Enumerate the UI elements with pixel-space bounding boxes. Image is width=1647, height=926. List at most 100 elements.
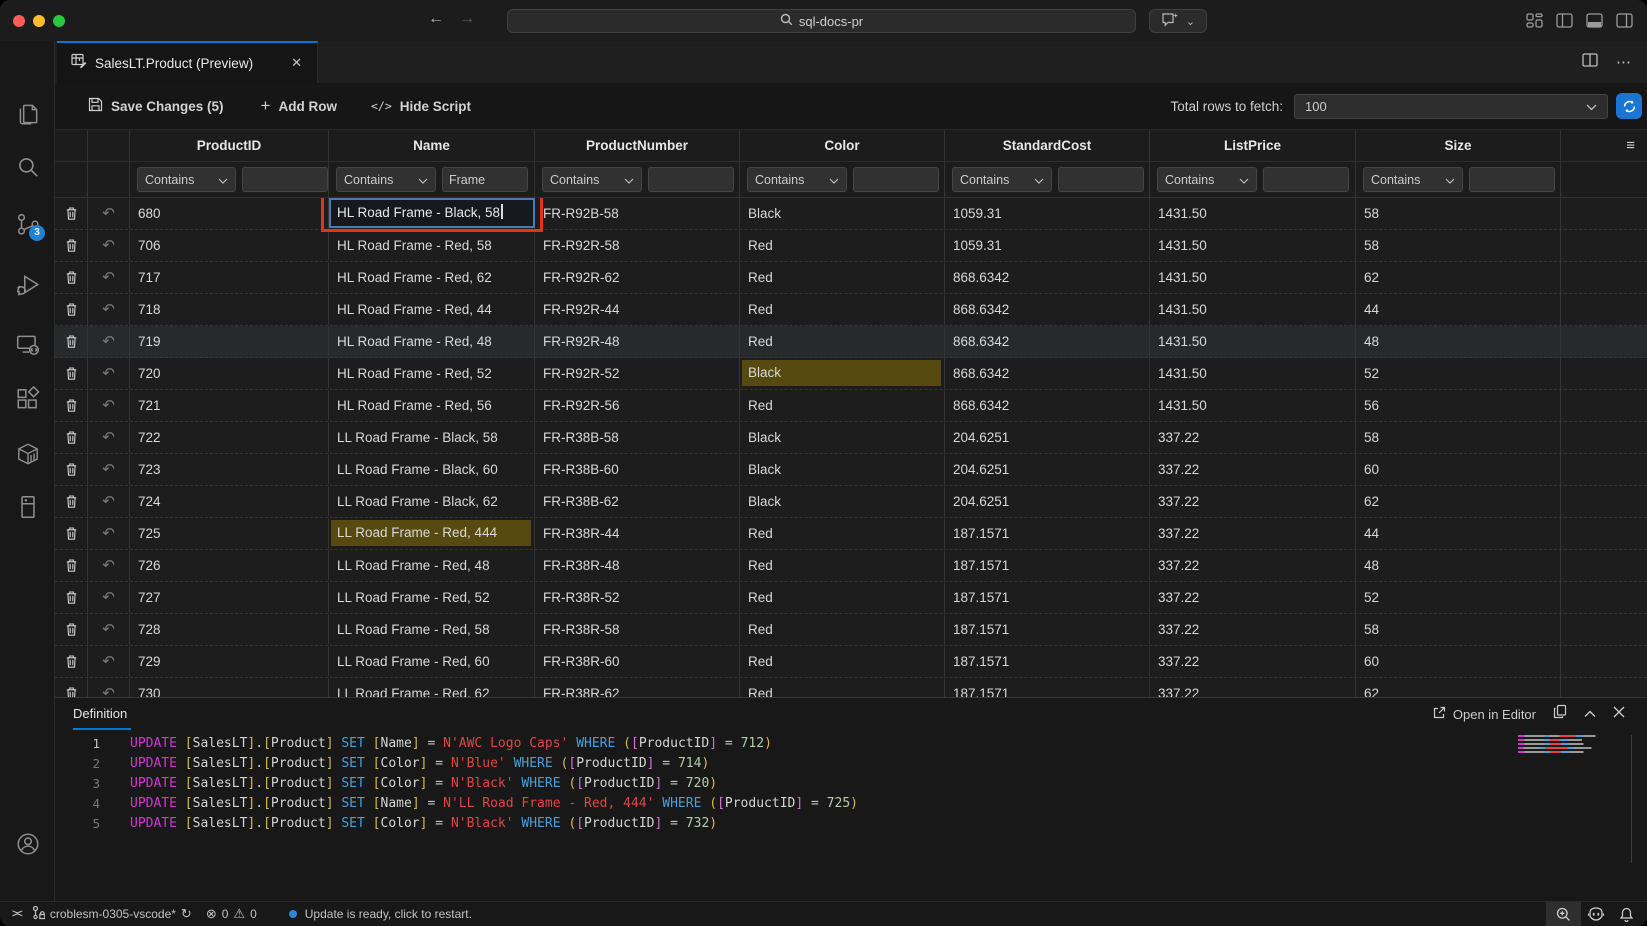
open-in-editor-button[interactable]: Open in Editor <box>1432 706 1536 723</box>
cell-productid[interactable]: 729 <box>130 646 329 677</box>
cell-color[interactable]: Black <box>740 422 945 453</box>
cell-listprice[interactable]: 337.22 <box>1150 646 1356 677</box>
cell-size[interactable]: 56 <box>1356 390 1561 421</box>
filter-operator-dropdown[interactable]: Contains <box>137 167 236 192</box>
cell-standardcost[interactable]: 868.6342 <box>945 358 1150 389</box>
cell-productid[interactable]: 726 <box>130 550 329 581</box>
cell-standardcost[interactable]: 187.1571 <box>945 646 1150 677</box>
cell-productnumber[interactable]: FR-R92R-58 <box>535 230 740 261</box>
undo-row-icon[interactable]: ↶ <box>88 646 130 677</box>
cell-name[interactable]: LL Road Frame - Black, 58 <box>329 422 535 453</box>
filter-operator-dropdown[interactable]: Contains <box>336 167 436 192</box>
undo-row-icon[interactable]: ↶ <box>88 230 130 261</box>
cell-standardcost[interactable]: 187.1571 <box>945 550 1150 581</box>
column-header-color[interactable]: Color <box>740 130 945 161</box>
cell-color[interactable]: Red <box>740 390 945 421</box>
column-header-listprice[interactable]: ListPrice <box>1150 130 1356 161</box>
cell-color[interactable]: Red <box>740 518 945 549</box>
maximize-traffic-light[interactable] <box>53 15 65 27</box>
cell-productnumber[interactable]: FR-R38R-44 <box>535 518 740 549</box>
minimap[interactable] <box>1518 735 1598 755</box>
undo-row-icon[interactable]: ↶ <box>88 678 130 697</box>
filter-input-name[interactable] <box>442 167 528 192</box>
cell-color[interactable]: Red <box>740 262 945 293</box>
column-header-standardcost[interactable]: StandardCost <box>945 130 1150 161</box>
cell-color[interactable]: Red <box>740 678 945 697</box>
cell-productid[interactable]: 728 <box>130 614 329 645</box>
cell-productid[interactable]: 722 <box>130 422 329 453</box>
filter-input-size[interactable] <box>1469 167 1555 192</box>
cell-standardcost[interactable]: 868.6342 <box>945 262 1150 293</box>
cell-standardcost[interactable]: 204.6251 <box>945 486 1150 517</box>
sidebar-item-database-projects[interactable] <box>15 494 41 520</box>
save-changes-button[interactable]: Save Changes (5) <box>88 97 224 115</box>
cell-edit-input[interactable]: HL Road Frame - Black, 58 <box>329 198 535 228</box>
split-editor-icon[interactable] <box>1582 52 1598 72</box>
cell-name[interactable]: LL Road Frame - Red, 58 <box>329 614 535 645</box>
cell-productnumber[interactable]: FR-R38R-52 <box>535 582 740 613</box>
cell-color[interactable]: Black <box>740 486 945 517</box>
cell-size[interactable]: 62 <box>1356 262 1561 293</box>
more-actions-icon[interactable]: ⋯ <box>1616 54 1631 71</box>
copilot-status-icon[interactable] <box>1581 907 1611 921</box>
cell-listprice[interactable]: 1431.50 <box>1150 326 1356 357</box>
cell-size[interactable]: 48 <box>1356 326 1561 357</box>
cell-listprice[interactable]: 337.22 <box>1150 582 1356 613</box>
undo-row-icon[interactable]: ↶ <box>88 486 130 517</box>
cell-color[interactable]: Black <box>740 198 945 229</box>
column-header-productid[interactable]: ProductID <box>130 130 329 161</box>
column-menu-icon[interactable]: ≡ <box>1626 137 1635 154</box>
zoom-status-item[interactable] <box>1546 902 1581 926</box>
cell-size[interactable]: 60 <box>1356 454 1561 485</box>
cell-productid[interactable]: 717 <box>130 262 329 293</box>
panel-tab-definition[interactable]: Definition <box>73 706 128 721</box>
cell-productnumber[interactable]: FR-R38B-62 <box>535 486 740 517</box>
filter-input-color[interactable] <box>853 167 939 192</box>
add-row-button[interactable]: + Add Row <box>261 96 337 116</box>
column-header-name[interactable]: Name <box>329 130 535 161</box>
cell-name[interactable]: HL Road Frame - Red, 44 <box>329 294 535 325</box>
cell-size[interactable]: 62 <box>1356 486 1561 517</box>
cell-productid[interactable]: 730 <box>130 678 329 697</box>
cell-productid[interactable]: 719 <box>130 326 329 357</box>
sidebar-item-remote-explorer[interactable] <box>15 332 41 358</box>
cell-name[interactable]: LL Road Frame - Red, 444 <box>329 518 535 549</box>
cell-listprice[interactable]: 337.22 <box>1150 550 1356 581</box>
cell-listprice[interactable]: 1431.50 <box>1150 294 1356 325</box>
delete-row-icon[interactable] <box>55 646 88 677</box>
delete-row-icon[interactable] <box>55 518 88 549</box>
chevron-up-icon[interactable] <box>1584 705 1596 723</box>
cell-standardcost[interactable]: 187.1571 <box>945 518 1150 549</box>
cell-name[interactable]: LL Road Frame - Red, 52 <box>329 582 535 613</box>
cell-color[interactable]: Red <box>740 646 945 677</box>
cell-productnumber[interactable]: FR-R38R-48 <box>535 550 740 581</box>
column-header-size[interactable]: Size <box>1356 130 1561 161</box>
copy-icon[interactable] <box>1553 704 1567 724</box>
filter-operator-dropdown[interactable]: Contains <box>747 167 847 192</box>
filter-operator-dropdown[interactable]: Contains <box>542 167 642 192</box>
repo-status-item[interactable]: croblesm-0305-vscode* ↻ <box>31 905 192 923</box>
cell-name[interactable]: HL Road Frame - Red, 52 <box>329 358 535 389</box>
cell-standardcost[interactable]: 868.6342 <box>945 294 1150 325</box>
delete-row-icon[interactable] <box>55 614 88 645</box>
delete-row-icon[interactable] <box>55 198 88 229</box>
cell-productnumber[interactable]: FR-R92R-52 <box>535 358 740 389</box>
cell-productnumber[interactable]: FR-R38R-58 <box>535 614 740 645</box>
cell-size[interactable]: 48 <box>1356 550 1561 581</box>
cell-listprice[interactable]: 337.22 <box>1150 486 1356 517</box>
account-icon[interactable] <box>15 831 41 857</box>
cell-name[interactable]: LL Road Frame - Red, 60 <box>329 646 535 677</box>
copilot-chat-button[interactable]: ⌄ <box>1149 9 1207 33</box>
refresh-button[interactable] <box>1616 93 1642 119</box>
panel-close-icon[interactable] <box>1613 705 1625 723</box>
cell-listprice[interactable]: 337.22 <box>1150 518 1356 549</box>
undo-row-icon[interactable]: ↶ <box>88 422 130 453</box>
remote-indicator[interactable]: >< <box>12 908 23 920</box>
undo-row-icon[interactable]: ↶ <box>88 358 130 389</box>
toggle-secondary-sidebar-icon[interactable] <box>1616 13 1633 28</box>
filter-input-standardcost[interactable] <box>1058 167 1144 192</box>
cell-productnumber[interactable]: FR-R92R-48 <box>535 326 740 357</box>
undo-row-icon[interactable]: ↶ <box>88 326 130 357</box>
undo-row-icon[interactable]: ↶ <box>88 454 130 485</box>
cell-standardcost[interactable]: 204.6251 <box>945 454 1150 485</box>
